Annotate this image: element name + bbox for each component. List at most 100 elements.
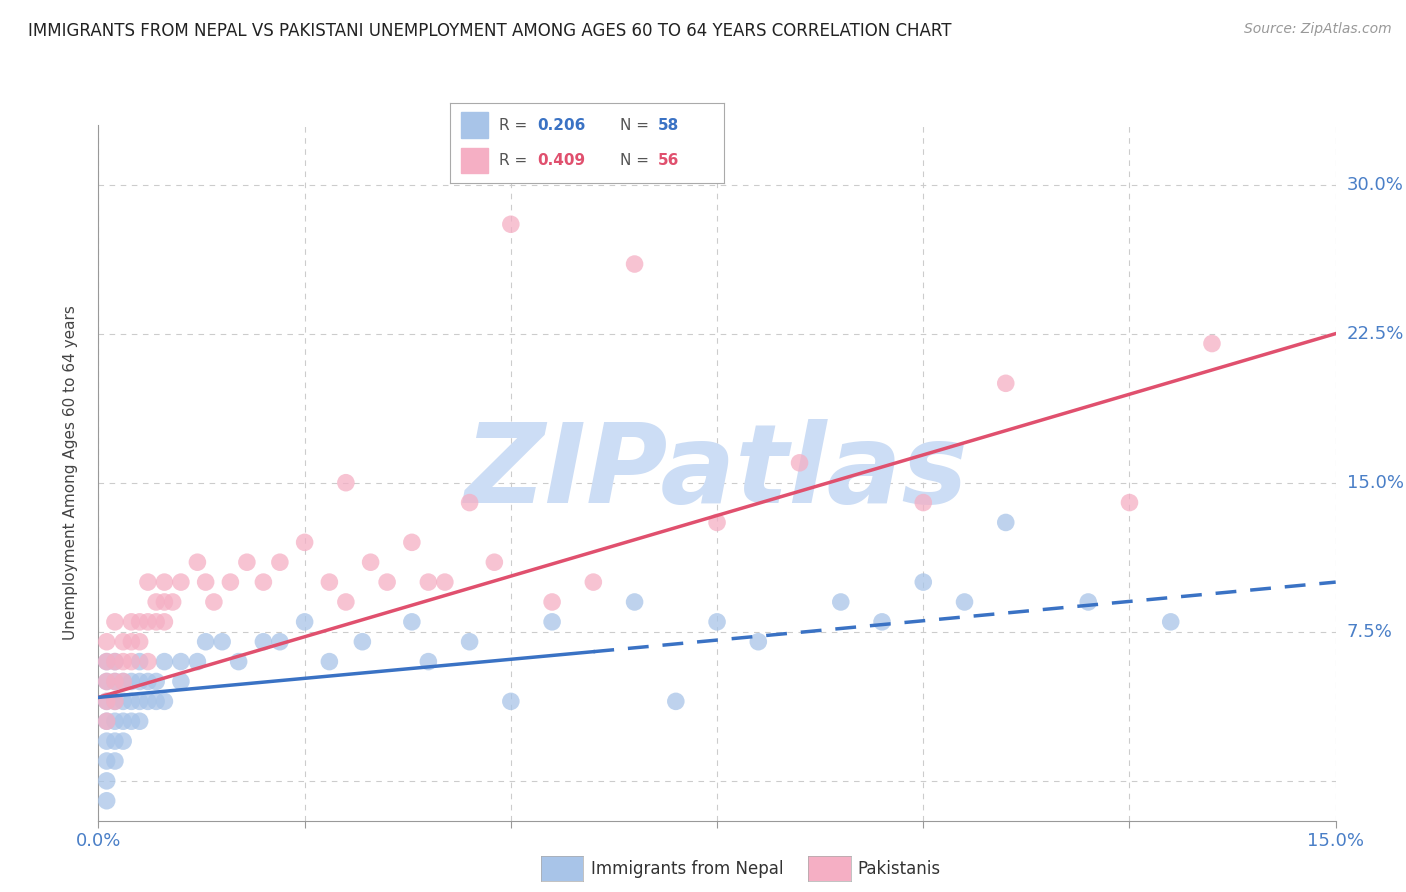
Bar xyxy=(461,147,488,173)
Point xyxy=(194,575,217,590)
Point xyxy=(541,595,564,609)
Point xyxy=(458,634,481,648)
Text: ZIPatlas: ZIPatlas xyxy=(465,419,969,526)
Point xyxy=(104,734,127,748)
Point xyxy=(96,674,118,689)
Point xyxy=(318,575,340,590)
Text: 58: 58 xyxy=(658,118,679,133)
Point xyxy=(96,734,118,748)
Point xyxy=(912,495,935,509)
Point xyxy=(294,535,316,549)
Point xyxy=(153,595,176,609)
Point xyxy=(953,595,976,609)
Point xyxy=(136,655,159,669)
Point xyxy=(96,634,118,648)
Point xyxy=(96,655,118,669)
Point xyxy=(375,575,398,590)
Point xyxy=(335,475,357,490)
Point xyxy=(120,615,142,629)
Point xyxy=(706,516,728,530)
Point xyxy=(96,714,118,729)
Point xyxy=(706,615,728,629)
Point xyxy=(458,495,481,509)
Point xyxy=(170,575,193,590)
Point xyxy=(128,674,150,689)
Point xyxy=(211,634,233,648)
Point xyxy=(994,516,1017,530)
Point xyxy=(128,655,150,669)
Point xyxy=(120,714,142,729)
Point xyxy=(145,694,167,708)
Point xyxy=(96,714,118,729)
Point xyxy=(145,674,167,689)
Point xyxy=(96,694,118,708)
Point xyxy=(136,615,159,629)
Point xyxy=(541,615,564,629)
Point xyxy=(136,575,159,590)
Point xyxy=(153,655,176,669)
Point xyxy=(112,655,135,669)
Point xyxy=(499,217,522,231)
Point xyxy=(1160,615,1182,629)
Point xyxy=(112,694,135,708)
Point xyxy=(1077,595,1099,609)
Point xyxy=(96,754,118,768)
Text: 0.409: 0.409 xyxy=(537,153,586,168)
Text: 15.0%: 15.0% xyxy=(1347,474,1403,491)
Point xyxy=(136,674,159,689)
Point xyxy=(104,754,127,768)
Point xyxy=(433,575,456,590)
Point xyxy=(96,655,118,669)
Point xyxy=(120,655,142,669)
Text: 56: 56 xyxy=(658,153,679,168)
Point xyxy=(104,694,127,708)
Point xyxy=(352,634,374,648)
Point xyxy=(104,694,127,708)
Point xyxy=(294,615,316,629)
Point xyxy=(1118,495,1140,509)
Point xyxy=(194,634,217,648)
Text: 0.206: 0.206 xyxy=(537,118,586,133)
Point xyxy=(96,773,118,788)
Point xyxy=(335,595,357,609)
Point xyxy=(418,575,440,590)
Point xyxy=(96,794,118,808)
Point xyxy=(112,674,135,689)
Point xyxy=(994,376,1017,391)
Point xyxy=(401,615,423,629)
Point xyxy=(128,714,150,729)
Point xyxy=(128,634,150,648)
Point xyxy=(104,674,127,689)
Point xyxy=(136,694,159,708)
Point xyxy=(112,674,135,689)
Point xyxy=(104,674,127,689)
Point xyxy=(789,456,811,470)
Point xyxy=(401,535,423,549)
Point xyxy=(228,655,250,669)
Point xyxy=(104,655,127,669)
Text: Immigrants from Nepal: Immigrants from Nepal xyxy=(591,860,783,878)
Point xyxy=(318,655,340,669)
Point xyxy=(186,555,208,569)
Text: N =: N = xyxy=(620,153,654,168)
Point xyxy=(186,655,208,669)
Point xyxy=(269,634,291,648)
Point xyxy=(112,714,135,729)
Point xyxy=(360,555,382,569)
Point xyxy=(104,655,127,669)
Point xyxy=(170,655,193,669)
Point xyxy=(120,674,142,689)
Point xyxy=(104,714,127,729)
Point xyxy=(912,575,935,590)
Text: R =: R = xyxy=(499,118,533,133)
Text: N =: N = xyxy=(620,118,654,133)
Point xyxy=(145,615,167,629)
Point xyxy=(153,615,176,629)
Text: Pakistanis: Pakistanis xyxy=(858,860,941,878)
Point xyxy=(128,694,150,708)
Point xyxy=(120,634,142,648)
Point xyxy=(484,555,506,569)
Point xyxy=(219,575,242,590)
Text: R =: R = xyxy=(499,153,533,168)
Point xyxy=(145,595,167,609)
